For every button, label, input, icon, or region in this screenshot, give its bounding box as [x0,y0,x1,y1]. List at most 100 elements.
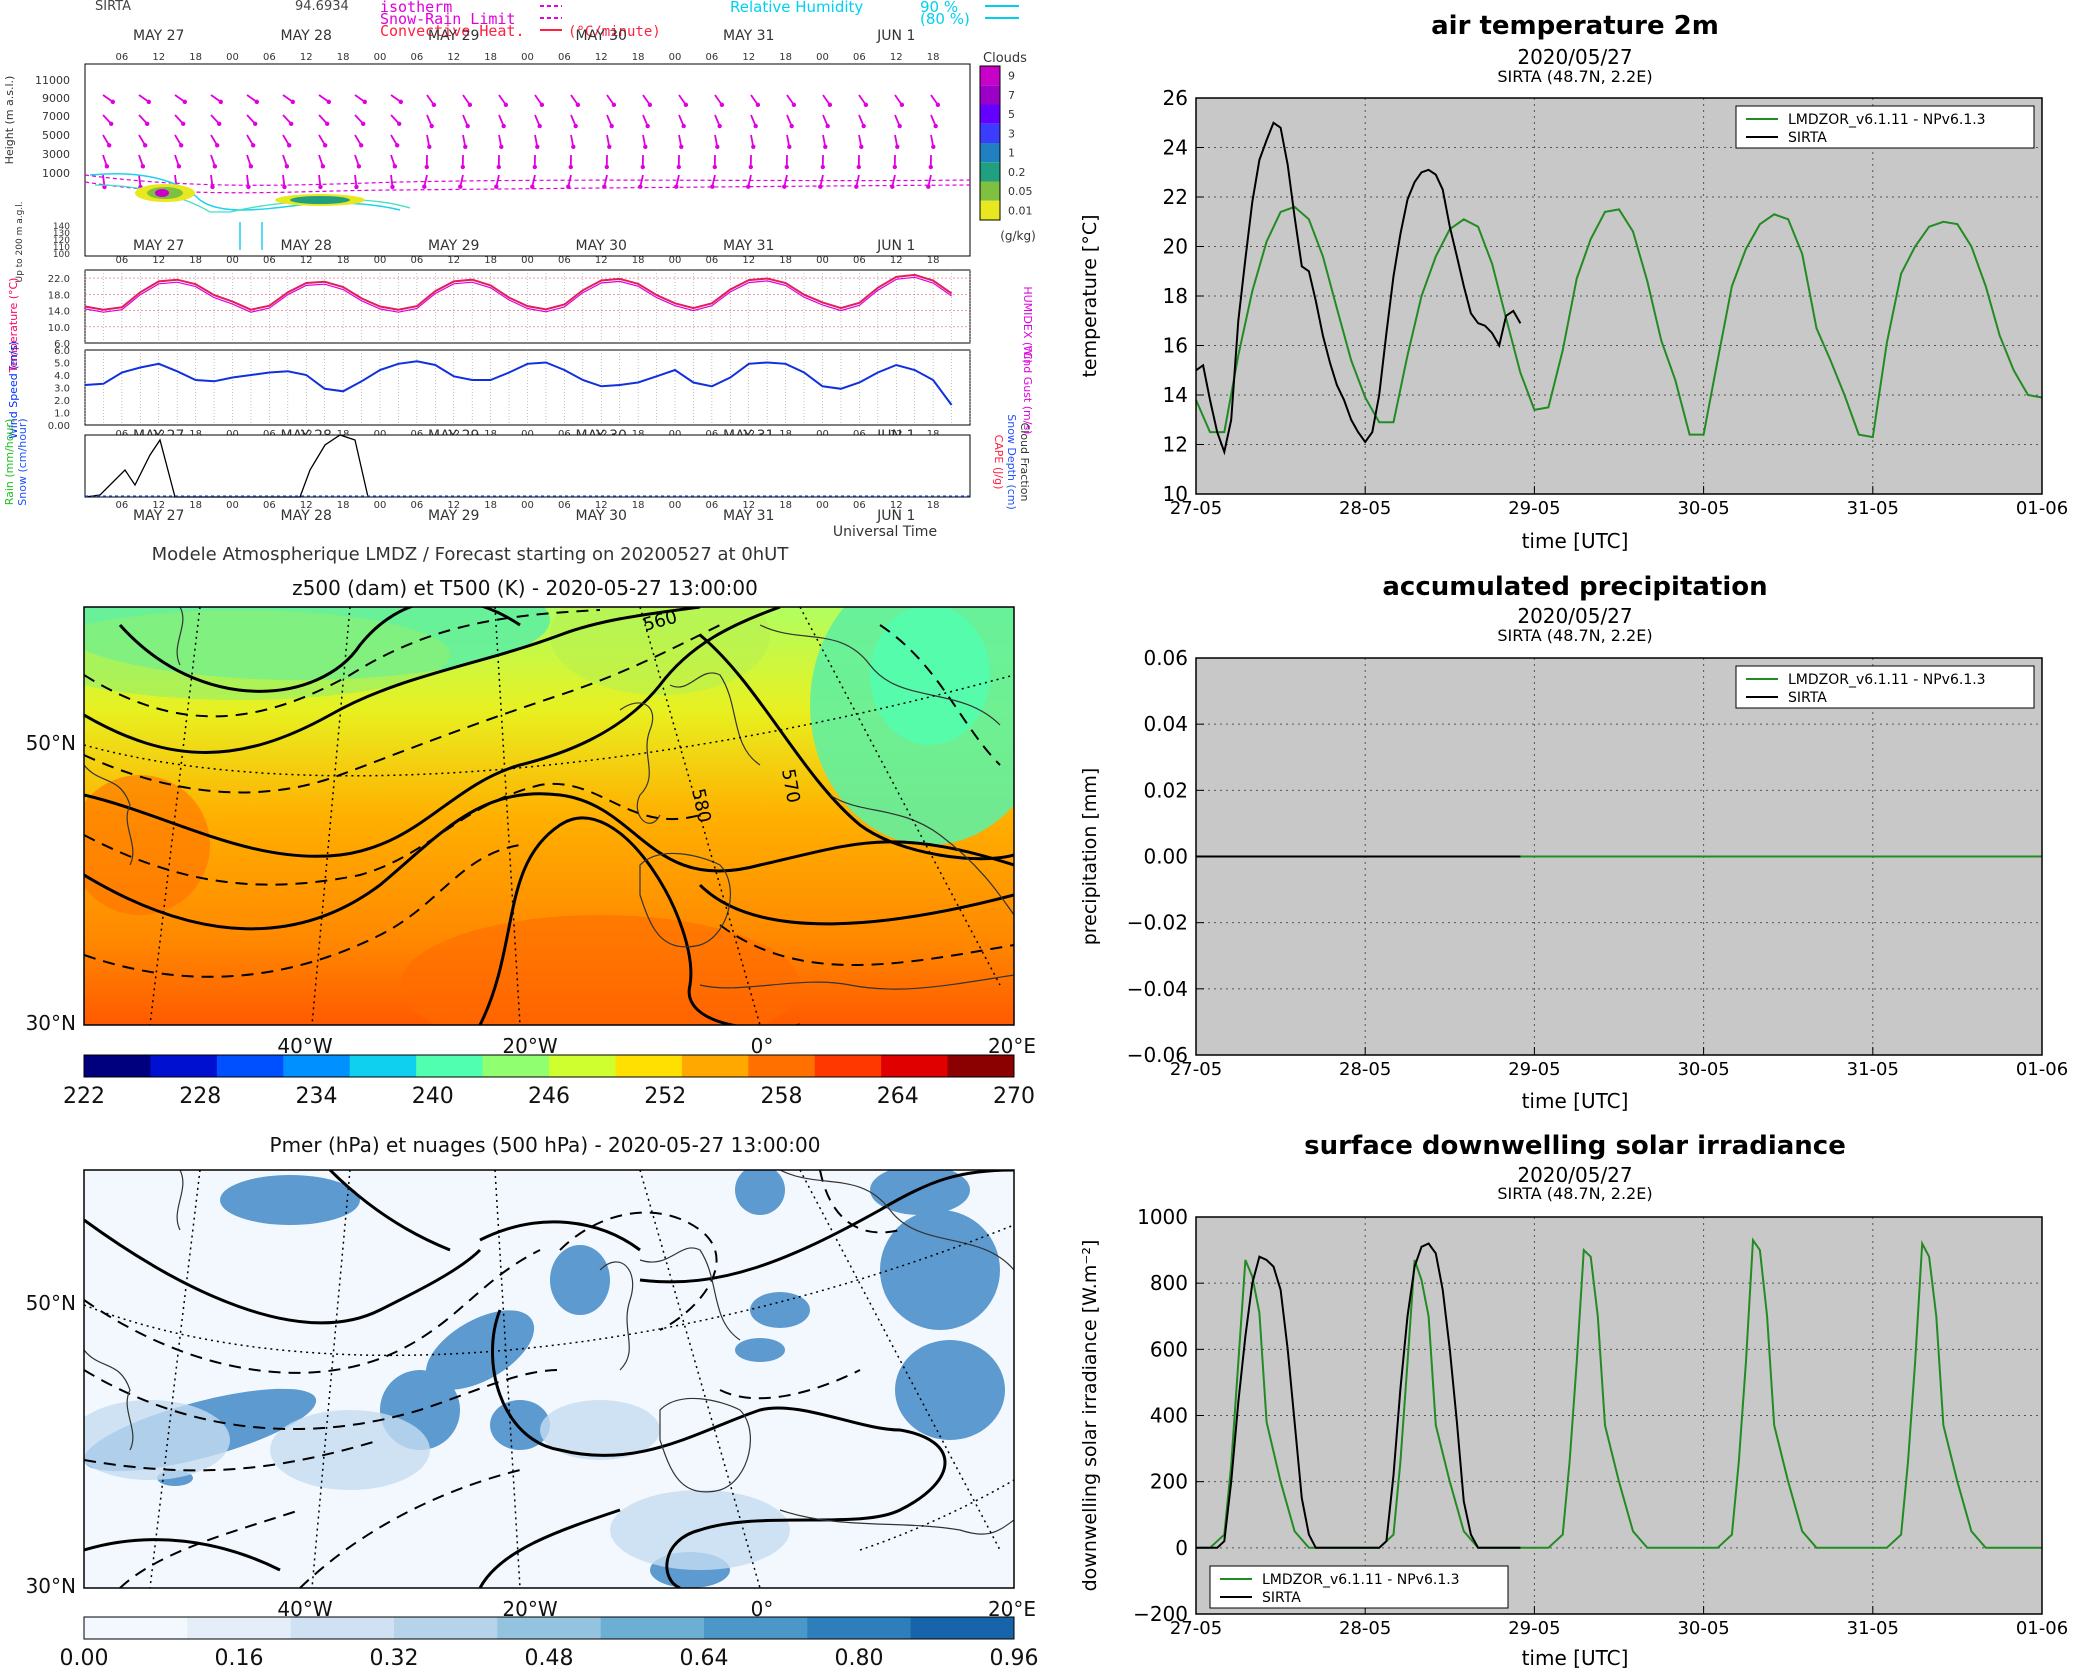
height-panel-frame [84,63,971,257]
wind-arrow-head [104,164,110,169]
isotherm-line [84,174,971,186]
wind-arrow-head [324,121,330,126]
series-line-observation [1195,121,1522,456]
wind-arrow-head [106,143,112,148]
x-tick-label: 27-05 [1170,498,1222,519]
colorbar-swatch [84,1055,151,1077]
cloud-blob [290,196,350,204]
wind-arrow-head [284,164,290,169]
chart-subtitle-station: SIRTA (48.7N, 2.2E) [1497,1184,1652,1203]
hour-label: 18 [337,52,350,63]
hour-label: 00 [226,500,239,511]
y-axis-label: precipitation [mm] [1079,768,1101,946]
colorbar-tick-label: 0.96 [990,1646,1039,1671]
wind-arrow-head [755,102,761,108]
wind-arrow-head [645,123,650,129]
clouds-colorbar-swatch [980,143,1000,163]
wind-arrow-head [537,123,542,129]
wind-arrow-head [358,143,364,148]
wind-arrow-head [501,123,506,129]
meteogram-panel: SIRTA 94.6934 isotherm Snow-Rain Limit C… [3,0,1036,565]
wind-arrow-head [431,102,437,108]
hour-label: 06 [263,500,276,511]
colorbar-tick-label: 240 [412,1084,454,1109]
wind-arrow-head [390,184,395,190]
temp-tick-label: 22.0 [48,274,70,285]
pmer-colorbar: 0.00 0.16 0.32 0.48 0.64 0.80 0.96 [60,1616,1039,1671]
hour-label: 12 [595,500,608,511]
clouds-level-label: 1 [1008,147,1015,160]
y-tick-label: 600 [1150,1337,1188,1361]
legend-box [1209,1565,1509,1609]
wind-arrow-head [216,121,222,126]
x-tick-label: 30-05 [1677,498,1729,519]
wind-arrow-head [180,121,186,126]
plot-frame [1195,1216,2043,1615]
wind-arrow-head [422,184,427,189]
temp-tick-label: 10.0 [48,323,70,334]
y-tick-label: 0 [1175,1536,1188,1560]
wind-arrow-head [679,144,684,149]
legend-convective-unit: (°C/minute) [568,24,661,40]
clouds-level-label: 0.01 [1008,204,1033,217]
hour-label: 06 [706,500,719,511]
wind-arrow-head [392,164,398,169]
day-label: MAY 31 [723,238,774,254]
chart-title: air temperature 2m [1431,11,1719,41]
hour-label: 06 [263,52,276,63]
hour-label: 12 [447,255,460,266]
wind-tick-label: 1.0 [54,409,70,420]
cloud-fraction-line [84,434,369,498]
hour-label: 06 [411,255,424,266]
wind-arrow-head [282,184,287,190]
chart-title: accumulated precipitation [1382,572,1767,602]
hour-label: 00 [374,52,387,63]
legend-label: LMDZOR_v6.1.11 - NPv6.1.3 [1262,1572,1460,1588]
temp-tick-label: 6.0 [54,339,70,350]
colorbar-swatch [881,1055,949,1077]
pmer-lat-50: 50°N [26,1291,76,1315]
low-tick-label: 130 [53,229,70,239]
hour-label: 06 [116,255,129,266]
colorbar-swatch [600,1617,705,1639]
wind-arrow-head [899,102,905,108]
wind-arrow-head [717,123,722,129]
wind-arrow-head [573,123,578,129]
colorbar-tick-label: 264 [877,1084,919,1109]
y-tick-label: 1000 [1137,1205,1188,1229]
y-tick-label: 200 [1150,1470,1188,1494]
y-tick-label: 0.06 [1143,646,1188,670]
wind-arrow-head [290,99,296,105]
wind-arrow-head [784,164,789,170]
hour-label: 06 [558,52,571,63]
wind-arrow-head [460,164,465,170]
hour-label: 06 [411,500,424,511]
z500-map-title: z500 (dam) et T500 (K) - 2020-05-27 13:0… [292,576,758,600]
hour-label: 00 [669,500,682,511]
wind-arrow-head [458,184,463,189]
hour-label: 06 [558,500,571,511]
chart-subtitle-date: 2020/05/27 [1517,604,1632,628]
snow-depth-axis-label: Snow Depth (cm) [1005,414,1018,510]
colorbar-tick-label: 0.80 [835,1646,884,1671]
hour-label: 00 [521,52,534,63]
hour-label: 18 [632,500,645,511]
hour-label: 18 [189,500,202,511]
hour-label: 12 [890,500,903,511]
y-tick-label: 14 [1163,383,1188,407]
hour-label: 00 [816,500,829,511]
legend-isotherm-swatch [540,5,562,19]
wind-arrow-head [463,144,468,149]
y-tick-label: 24 [1163,136,1188,160]
pmer-map-area [84,1170,1014,1588]
hour-label: 06 [853,255,866,266]
hour-label: 12 [152,255,165,266]
wind-arrow-head [398,99,404,105]
colorbar-tick-label: 246 [528,1084,570,1109]
wind-arrow-head [746,184,751,189]
hour-label: 18 [927,255,940,266]
z500-lon-40w: 40°W [277,1034,332,1058]
z500-map-panel: z500 (dam) et T500 (K) - 2020-05-27 13:0… [26,576,1036,1109]
hour-label: 18 [779,500,792,511]
x-tick-label: 29-05 [1508,1059,1560,1080]
